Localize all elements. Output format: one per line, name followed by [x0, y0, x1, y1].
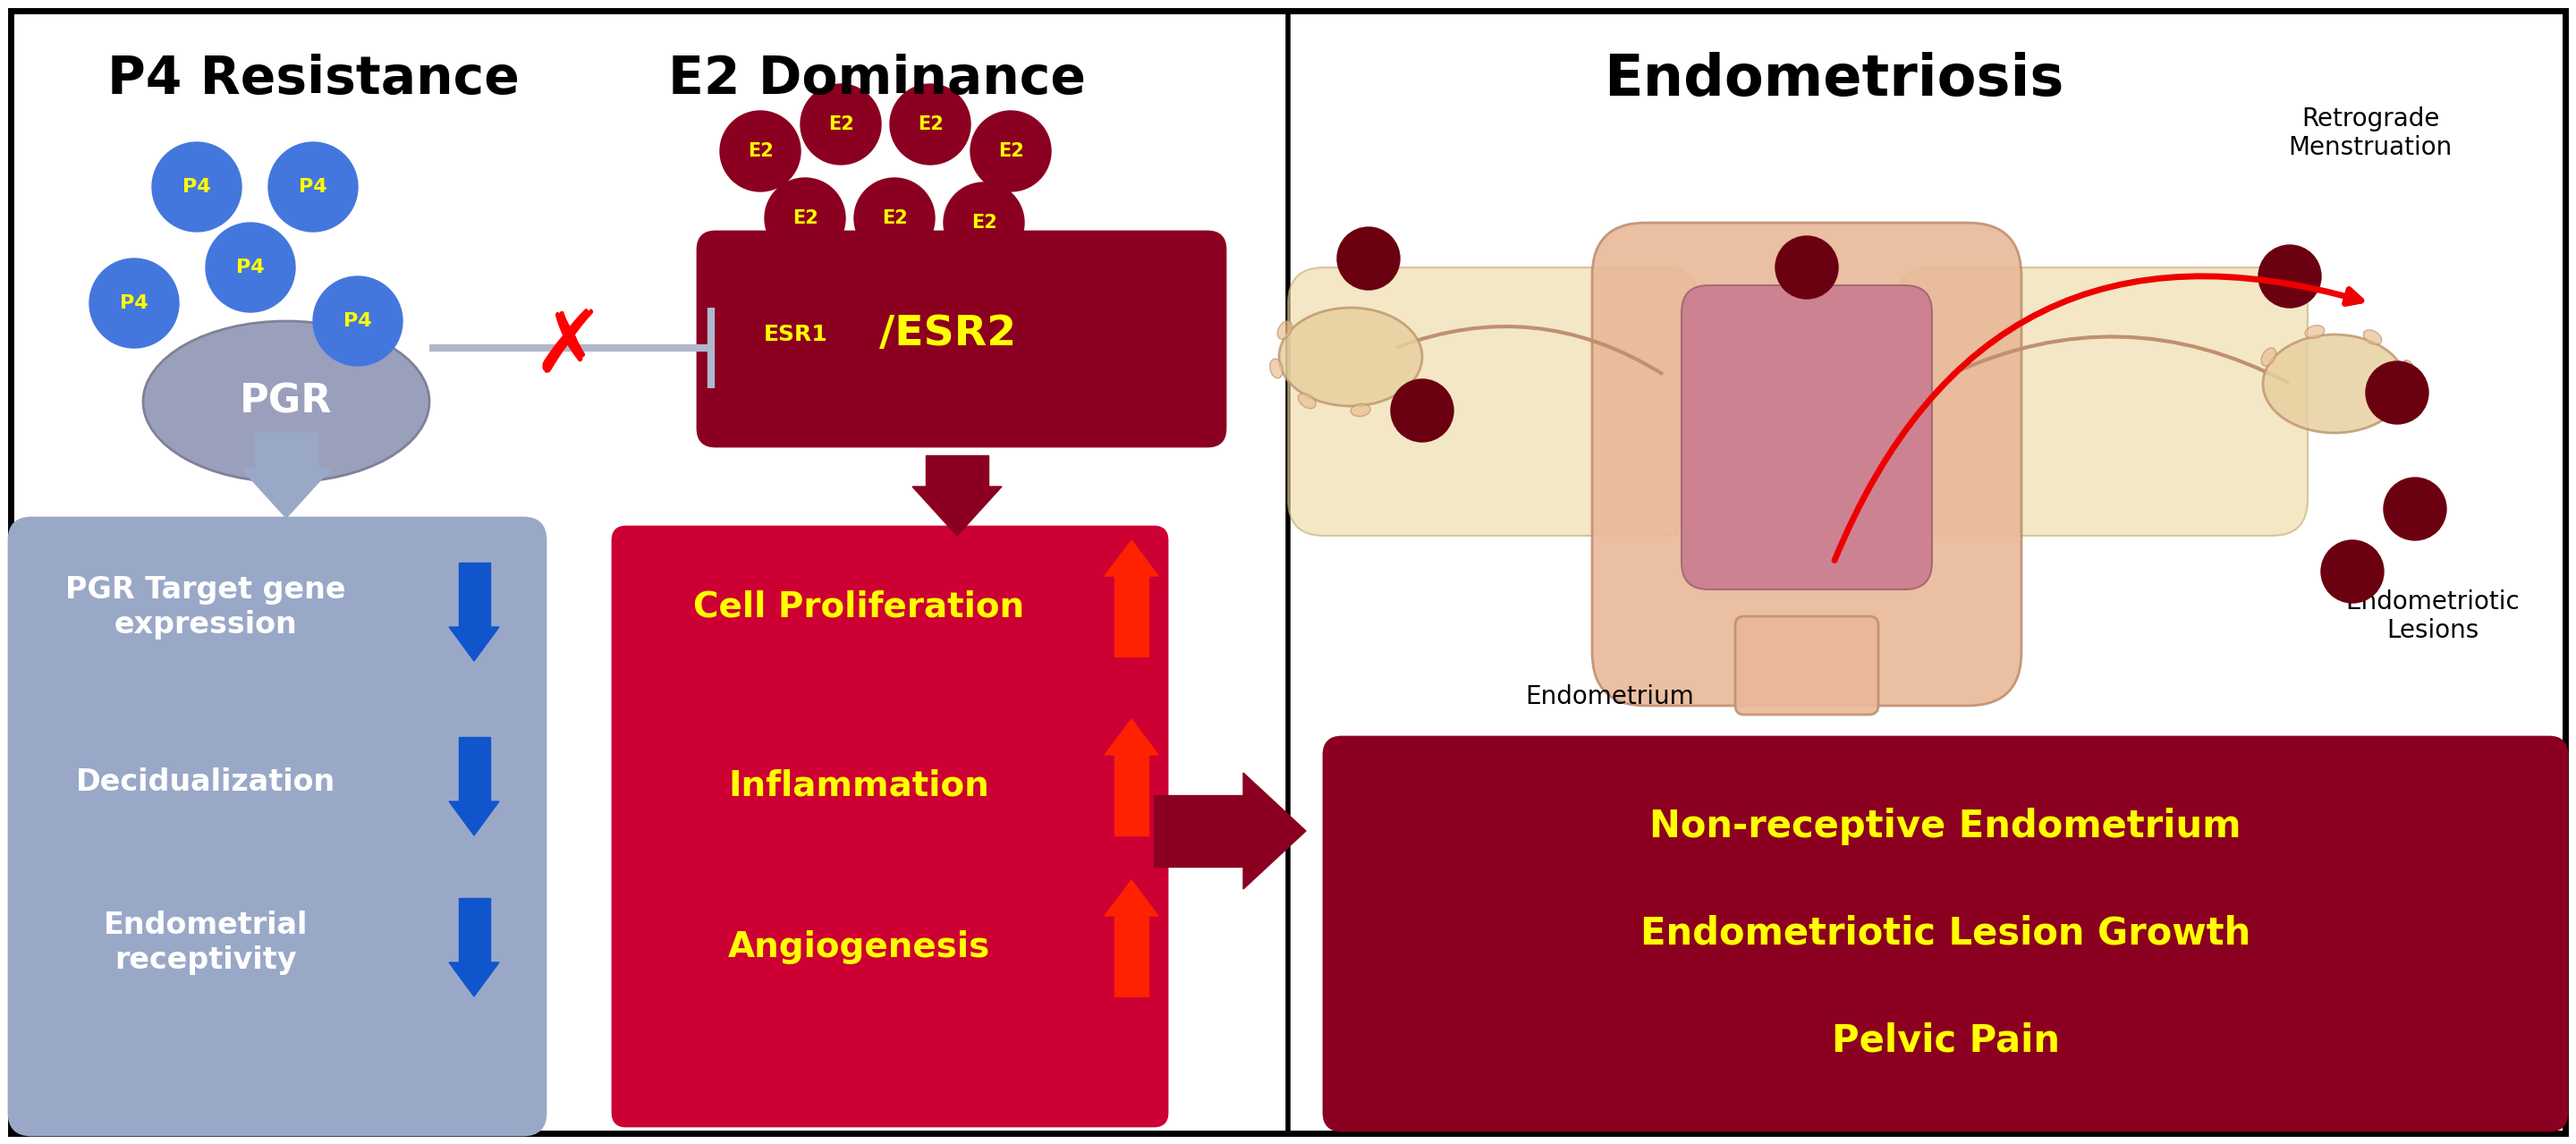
Circle shape — [971, 111, 1051, 191]
Circle shape — [765, 178, 845, 259]
Circle shape — [1775, 236, 1839, 299]
Circle shape — [206, 223, 296, 312]
Text: /ESR2: /ESR2 — [878, 315, 1018, 355]
Text: E2: E2 — [997, 142, 1023, 160]
Ellipse shape — [1401, 383, 1417, 400]
FancyBboxPatch shape — [698, 232, 1226, 446]
Polygon shape — [459, 563, 489, 627]
Polygon shape — [1154, 795, 1244, 867]
FancyBboxPatch shape — [1592, 223, 2022, 706]
Text: PGR: PGR — [240, 382, 332, 421]
Polygon shape — [912, 486, 1002, 535]
Circle shape — [90, 259, 178, 348]
Circle shape — [1337, 228, 1399, 289]
Circle shape — [801, 84, 881, 165]
Text: E2: E2 — [827, 116, 853, 133]
Ellipse shape — [1278, 321, 1293, 339]
Text: ✗: ✗ — [531, 307, 605, 390]
Text: P4: P4 — [343, 312, 371, 331]
Text: Non-receptive Endometrium: Non-receptive Endometrium — [1649, 808, 2241, 845]
Ellipse shape — [1280, 308, 1422, 406]
Polygon shape — [448, 962, 500, 996]
Circle shape — [2365, 362, 2429, 424]
Ellipse shape — [2306, 325, 2324, 339]
Ellipse shape — [1350, 404, 1370, 416]
Polygon shape — [448, 802, 500, 835]
Polygon shape — [459, 737, 489, 802]
Text: P4: P4 — [121, 294, 149, 312]
Text: PGR Target gene
expression: PGR Target gene expression — [64, 575, 345, 639]
Text: E2: E2 — [917, 116, 943, 133]
FancyBboxPatch shape — [10, 10, 2566, 1134]
Circle shape — [268, 142, 358, 232]
Ellipse shape — [1270, 359, 1283, 379]
Ellipse shape — [2393, 402, 2409, 420]
Circle shape — [2321, 540, 2383, 603]
Text: P4: P4 — [183, 178, 211, 196]
Circle shape — [1391, 380, 1453, 442]
Circle shape — [943, 182, 1025, 263]
Polygon shape — [255, 432, 317, 469]
Circle shape — [2383, 478, 2447, 540]
Ellipse shape — [2362, 329, 2383, 344]
Ellipse shape — [2262, 348, 2277, 366]
Text: Endometrium: Endometrium — [1525, 684, 1695, 709]
Polygon shape — [1115, 577, 1149, 657]
Text: Cell Proliferation: Cell Proliferation — [693, 590, 1025, 625]
Ellipse shape — [2262, 334, 2406, 432]
FancyBboxPatch shape — [1288, 268, 1700, 535]
Circle shape — [889, 84, 971, 165]
Polygon shape — [1244, 773, 1306, 889]
Polygon shape — [459, 898, 489, 962]
Text: E2 Dominance: E2 Dominance — [667, 54, 1084, 105]
FancyBboxPatch shape — [8, 518, 546, 1135]
Text: P4 Resistance: P4 Resistance — [108, 54, 520, 105]
Polygon shape — [925, 455, 989, 486]
FancyBboxPatch shape — [1896, 268, 2308, 535]
Polygon shape — [1115, 755, 1149, 835]
Ellipse shape — [2401, 360, 2414, 380]
Polygon shape — [1105, 880, 1159, 916]
FancyBboxPatch shape — [1736, 617, 1878, 715]
Polygon shape — [1105, 540, 1159, 577]
Polygon shape — [242, 469, 330, 518]
Text: Endometriosis: Endometriosis — [1605, 51, 2063, 108]
FancyBboxPatch shape — [1324, 737, 2568, 1130]
Circle shape — [314, 277, 402, 366]
Circle shape — [721, 111, 801, 191]
Circle shape — [2259, 245, 2321, 308]
Text: E2: E2 — [971, 214, 997, 232]
Text: E2: E2 — [881, 209, 907, 228]
Ellipse shape — [1298, 394, 1316, 408]
Circle shape — [855, 178, 935, 259]
Text: P4: P4 — [299, 178, 327, 196]
FancyBboxPatch shape — [1682, 285, 1932, 589]
Text: P4: P4 — [237, 259, 265, 277]
Polygon shape — [1115, 916, 1149, 996]
Text: Endometriotic
Lesions: Endometriotic Lesions — [2347, 589, 2519, 643]
Text: E2: E2 — [747, 142, 773, 160]
Text: E2: E2 — [793, 209, 817, 228]
Polygon shape — [1105, 720, 1159, 755]
Text: Inflammation: Inflammation — [729, 769, 989, 803]
Text: Endometriotic Lesion Growth: Endometriotic Lesion Growth — [1641, 915, 2251, 953]
Polygon shape — [448, 627, 500, 661]
Text: Angiogenesis: Angiogenesis — [726, 930, 989, 964]
Text: Decidualization: Decidualization — [75, 766, 335, 796]
Ellipse shape — [144, 321, 430, 482]
Circle shape — [152, 142, 242, 232]
FancyBboxPatch shape — [613, 527, 1167, 1126]
Text: Retrograde
Menstruation: Retrograde Menstruation — [2287, 106, 2452, 160]
Text: ESR1: ESR1 — [765, 324, 827, 345]
Text: Pelvic Pain: Pelvic Pain — [1832, 1023, 2058, 1060]
Text: Endometrial
receptivity: Endometrial receptivity — [103, 911, 309, 975]
